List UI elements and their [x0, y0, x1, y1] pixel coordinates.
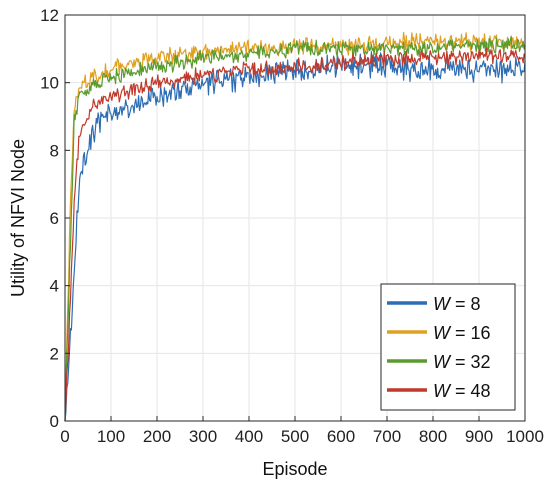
legend: W = 8W = 16W = 32W = 48: [380, 283, 516, 411]
legend-label: W = 8: [433, 294, 481, 314]
x-tick-label: 300: [189, 427, 217, 446]
y-tick-label: 0: [50, 412, 59, 431]
legend-equals: =: [450, 352, 471, 372]
x-tick-label: 500: [281, 427, 309, 446]
legend-label: W = 32: [433, 352, 491, 372]
legend-label: W = 48: [433, 381, 491, 401]
y-tick-label: 6: [50, 209, 59, 228]
x-tick-label: 600: [327, 427, 355, 446]
series-line: [64, 51, 526, 422]
legend-equals: =: [450, 323, 471, 343]
legend-variable: W: [433, 294, 452, 314]
x-tick-label: 200: [143, 427, 171, 446]
series-line: [64, 35, 526, 422]
x-tick-label: 700: [373, 427, 401, 446]
x-tick-label: 0: [60, 427, 69, 446]
series-line: [64, 47, 526, 422]
legend-equals: =: [450, 381, 471, 401]
x-axis-ticks: 0 100 200 300 400 500 600 700 800 900 1000: [60, 416, 544, 446]
legend-equals: =: [450, 294, 471, 314]
x-tick-label: 900: [465, 427, 493, 446]
y-axis-ticks: 0 2 4 6 8 10 12: [40, 6, 70, 431]
series-lines: [64, 31, 526, 422]
x-tick-label: 100: [97, 427, 125, 446]
legend-label: W = 16: [433, 323, 491, 343]
y-tick-label: 4: [50, 277, 59, 296]
x-axis-label: Episode: [262, 459, 327, 479]
x-tick-label: 800: [419, 427, 447, 446]
x-tick-label: 400: [235, 427, 263, 446]
y-tick-label: 2: [50, 344, 59, 363]
legend-value: 48: [471, 381, 491, 401]
y-tick-label: 12: [40, 6, 59, 25]
legend-value: 32: [471, 352, 491, 372]
y-tick-label: 10: [40, 74, 59, 93]
legend-variable: W: [433, 381, 452, 401]
y-tick-label: 8: [50, 141, 59, 160]
y-axis-label: Utility of NFVI Node: [8, 139, 28, 297]
legend-value: 16: [471, 323, 491, 343]
legend-value: 8: [471, 294, 481, 314]
legend-variable: W: [433, 323, 452, 343]
x-tick-label: 1000: [506, 427, 544, 446]
legend-variable: W: [433, 352, 452, 372]
